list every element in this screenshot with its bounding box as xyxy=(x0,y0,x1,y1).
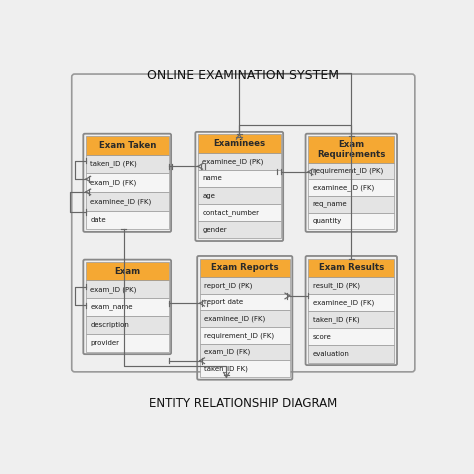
Text: Exam Taken: Exam Taken xyxy=(99,141,156,150)
Bar xyxy=(308,328,394,346)
Bar xyxy=(86,298,169,316)
Text: examinee_ID (FK): examinee_ID (FK) xyxy=(204,315,265,322)
Text: requirement_ID (FK): requirement_ID (FK) xyxy=(204,332,274,339)
Bar xyxy=(308,277,394,294)
Text: description: description xyxy=(90,322,129,328)
Bar xyxy=(308,136,394,163)
Text: Exam Results: Exam Results xyxy=(319,263,384,272)
Bar xyxy=(86,262,169,281)
Bar xyxy=(86,173,169,192)
Text: examinee_ID (FK): examinee_ID (FK) xyxy=(312,184,374,191)
Bar xyxy=(198,170,281,187)
Text: quantity: quantity xyxy=(312,218,342,224)
Bar xyxy=(308,258,394,277)
Text: taken_ID FK): taken_ID FK) xyxy=(204,365,248,372)
Text: score: score xyxy=(312,334,331,340)
Text: Examinees: Examinees xyxy=(213,139,265,148)
Text: Exam: Exam xyxy=(114,267,140,276)
Text: exam_ID (PK): exam_ID (PK) xyxy=(90,286,137,293)
Bar xyxy=(308,196,394,213)
Bar xyxy=(200,327,290,344)
Text: req_name: req_name xyxy=(312,201,347,207)
Bar xyxy=(200,258,290,277)
Text: exam_ID (FK): exam_ID (FK) xyxy=(204,349,250,356)
Text: Exam
Requirements: Exam Requirements xyxy=(317,140,385,159)
Bar xyxy=(200,344,290,360)
Bar xyxy=(86,136,169,155)
Bar xyxy=(308,311,394,328)
Bar xyxy=(198,204,281,221)
Bar xyxy=(86,281,169,298)
Text: exam_name: exam_name xyxy=(90,304,133,310)
Bar xyxy=(308,213,394,229)
Bar xyxy=(198,135,281,153)
Text: result_ID (PK): result_ID (PK) xyxy=(312,282,360,289)
Bar xyxy=(200,360,290,377)
Bar xyxy=(308,163,394,179)
Bar xyxy=(86,334,169,352)
Bar xyxy=(86,155,169,173)
Text: ENTITY RELATIONSHIP DIAGRAM: ENTITY RELATIONSHIP DIAGRAM xyxy=(149,397,337,410)
Bar xyxy=(308,346,394,363)
Text: taken_ID (PK): taken_ID (PK) xyxy=(90,161,137,167)
Text: contact_number: contact_number xyxy=(202,210,259,216)
Text: examinee_ID (PK): examinee_ID (PK) xyxy=(202,158,264,164)
Bar xyxy=(308,179,394,196)
Bar xyxy=(200,293,290,310)
Bar xyxy=(198,221,281,238)
Text: name: name xyxy=(202,175,222,182)
Text: evaluation: evaluation xyxy=(312,351,349,357)
Text: age: age xyxy=(202,192,215,199)
Bar xyxy=(198,187,281,204)
Bar xyxy=(86,316,169,334)
Text: Exam Reports: Exam Reports xyxy=(211,263,279,272)
Bar xyxy=(86,210,169,229)
Text: taken_ID (FK): taken_ID (FK) xyxy=(312,316,359,323)
Text: provider: provider xyxy=(90,340,119,346)
Text: requirement_ID (PK): requirement_ID (PK) xyxy=(312,167,383,174)
Text: exam_ID (FK): exam_ID (FK) xyxy=(90,179,137,186)
Text: gender: gender xyxy=(202,227,227,233)
Bar xyxy=(308,294,394,311)
Text: ONLINE EXAMINATION SYSTEM: ONLINE EXAMINATION SYSTEM xyxy=(147,69,339,82)
Bar xyxy=(198,153,281,170)
Bar xyxy=(200,310,290,327)
Bar xyxy=(86,192,169,210)
Bar xyxy=(200,277,290,293)
Text: examinee_ID (FK): examinee_ID (FK) xyxy=(90,198,152,205)
Text: report_ID (PK): report_ID (PK) xyxy=(204,282,253,289)
Text: examinee_ID (FK): examinee_ID (FK) xyxy=(312,299,374,306)
Text: report date: report date xyxy=(204,299,243,305)
Text: date: date xyxy=(90,217,106,223)
